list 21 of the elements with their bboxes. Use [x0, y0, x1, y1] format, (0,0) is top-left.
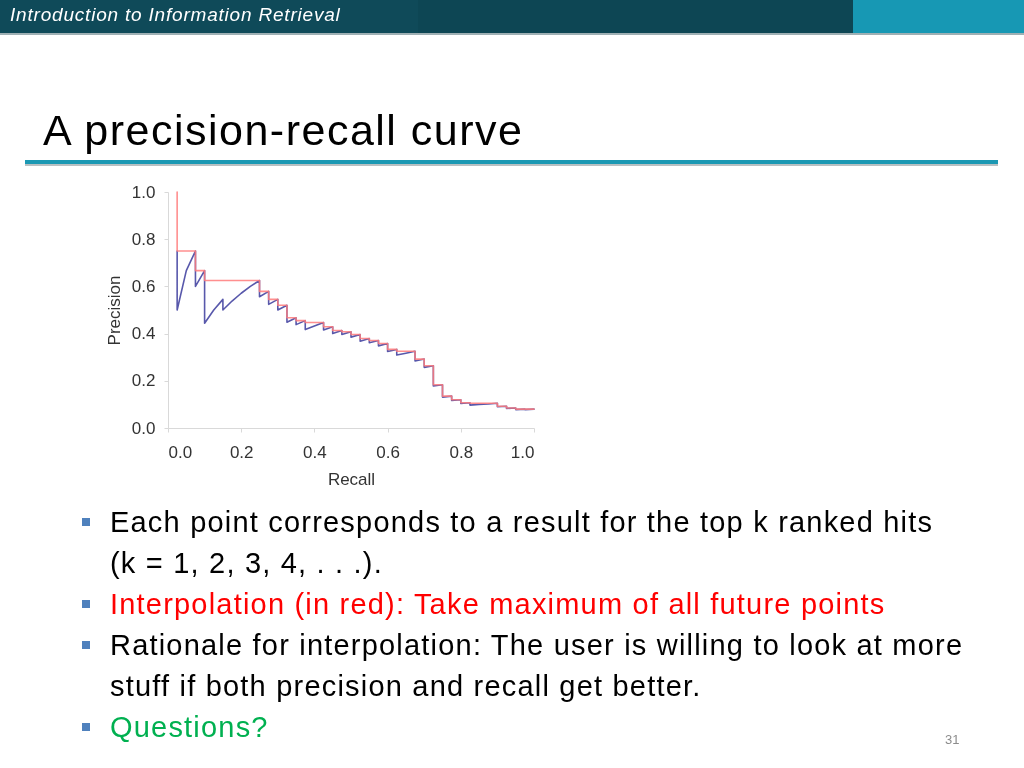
- x-tick-label: 0.6: [376, 442, 400, 462]
- y-axis-title: Precision: [104, 275, 124, 346]
- x-axis-title: Recall: [327, 469, 376, 489]
- text: Rationale for interpolation: The user is willing to look at more stuff if both precision and recall get better.: [110, 628, 965, 704]
- y-tick-label: 0.8: [131, 229, 156, 249]
- y-tick-label: 0.4: [131, 324, 156, 344]
- text: Interpolation (in red): Take maximum of all future points: [110, 587, 887, 622]
- text: Each point corresponds to a result for the top k ranked hits (k = 1, 2, 3, 4, . . .).: [110, 505, 935, 581]
- y-tick-label: 0.2: [131, 371, 156, 391]
- y-tick-label: 1.0: [131, 182, 156, 202]
- text: Questions?: [110, 711, 269, 743]
- y-tick-label: 0.0: [131, 418, 156, 438]
- y-tick-label: 0.6: [131, 276, 156, 296]
- x-tick-label: 0.2: [229, 442, 254, 462]
- chart-title: A precision-recall curve: [43, 106, 524, 154]
- x-tick-label: 0.8: [449, 442, 474, 462]
- x-tick-label: 1.0: [510, 442, 535, 462]
- x-tick-label: 0.0: [168, 442, 193, 462]
- x-tick-label: 0.4: [303, 442, 327, 462]
- text: 31: [945, 732, 960, 747]
- text: Introduction to Information Retrieval: [10, 4, 341, 26]
